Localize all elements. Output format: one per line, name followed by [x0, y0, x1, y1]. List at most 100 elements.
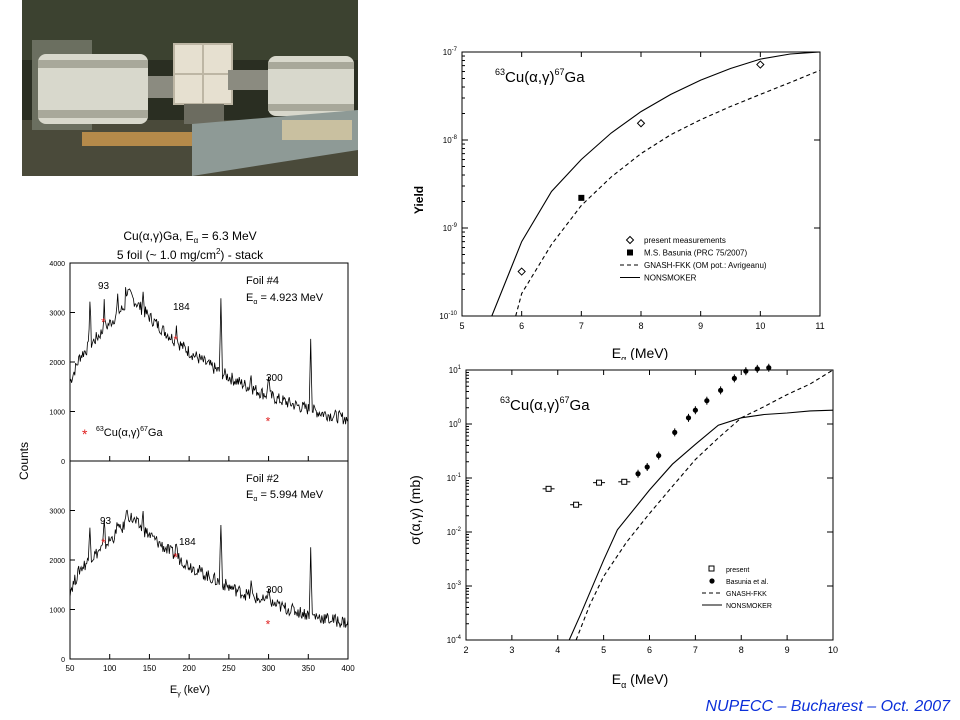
cross-section-series-basunia-et-al-point [718, 387, 724, 393]
spectra-ytick-label: 2000 [49, 558, 65, 565]
spectra-xtick-label: 400 [341, 664, 355, 673]
spectra-ytick-label: 3000 [49, 509, 65, 516]
cross-section-legend-label: present [726, 567, 749, 574]
spectra-ytick-label: 0 [61, 657, 65, 664]
peak-star-300: * [266, 415, 271, 429]
cross-section-series-basunia-et-al-point [635, 471, 641, 477]
cross-section-series-basunia-et-al-point [731, 375, 737, 381]
peak-star-93: * [101, 316, 106, 330]
cross-section-ytick-label: 10-1 [447, 473, 462, 483]
yield-legend-label: M.S. Basunia (PRC 75/2007) [644, 249, 747, 258]
yield-series-gnash-fkk-om-pot-avrigeanu [515, 69, 820, 316]
cross-section-xtick-label: 2 [463, 645, 468, 655]
peak-star-184: * [173, 551, 178, 565]
spectra-xtick-label: 250 [222, 664, 236, 673]
spectra-ytick-label: 0 [61, 459, 65, 466]
cross-section-series-present-point [596, 479, 603, 486]
yield-ytick-label: 10-10 [439, 311, 457, 321]
yield-series-present-measurements-point [636, 119, 646, 128]
peak-label-184-top: 184 [173, 302, 190, 313]
cross-section-ytick-label: 10-4 [447, 635, 462, 645]
yield-xtick-label: 6 [519, 321, 524, 331]
legend-star: * [82, 426, 88, 442]
footer-caption: NUPECC – Bucharest – Oct. 2007 [705, 698, 950, 715]
cross-section-chart-svg: 63Cu(α,γ)67Ga σ(α,γ) (mb) Eα (MeV) 2 3 4 5 6… [407, 363, 838, 690]
cross-section-series-basunia-et-al-point [692, 407, 698, 413]
yield-legend-label: GNASH-FKK (OM pot.: Avrigeanu) [644, 261, 767, 270]
cross-section-xtick-label: 4 [555, 645, 560, 655]
cross-section-xtick-label: 7 [693, 645, 698, 655]
foil4-energy: Eα = 4.923 MeV [246, 292, 324, 306]
spectra-title-line2: 5 foil (~ 1.0 mg/cm2) - stack [117, 247, 264, 262]
cross-section-ytick-label: 10-3 [447, 581, 462, 591]
xsec-ylabel: σ(α,γ) (mb) [407, 475, 423, 545]
yield-xtick-label: 8 [638, 321, 643, 331]
yield-xtick-label: 10 [755, 321, 765, 331]
spectra-axes: 50 100 150 200 250 300 350 40001000200030004000… [49, 261, 355, 673]
spectra-xtick-label: 350 [302, 664, 316, 673]
cross-section-legend-swatch [709, 578, 715, 584]
cross-section-xtick-label: 3 [509, 645, 514, 655]
cross-section-xtick-label: 8 [739, 645, 744, 655]
cross-section-series-basunia-et-al-point [766, 365, 772, 371]
peak-label-300-top: 300 [266, 373, 283, 384]
cross-section-series-nonsmoker [568, 409, 833, 640]
cross-section-ytick-label: 100 [449, 419, 462, 429]
yield-series-m-s-basunia-prc-75-2007-point [578, 194, 585, 201]
yield-series-present-measurements-point [756, 60, 765, 69]
yield-ylabel: Yield [412, 186, 426, 214]
gamma-spectra-svg: Cu(α,γ)Ga, Eα = 6.3 MeV 5 foil (~ 1.0 mg… [17, 229, 355, 698]
cross-section-plot: 2 3 4 5 6 7 8 9 10 10-4 10-3 10-2 10-1 100 101 present B… [447, 363, 838, 655]
yield-ytick-label: 10-7 [443, 47, 458, 57]
foil4-label: Foil #4 [246, 275, 279, 287]
cross-section-series-basunia-et-al-point [685, 415, 692, 421]
cross-section-series-basunia-et-al-point [656, 452, 662, 459]
cross-section-series-basunia-et-al-point [644, 464, 650, 470]
cross-section-xtick-label: 6 [647, 645, 652, 655]
yield-series-group [491, 52, 820, 316]
spectra-xtick-label: 300 [262, 664, 276, 673]
peak-label-93-top: 93 [98, 281, 110, 292]
yield-frame [461, 51, 821, 317]
yield-legend-swatch [627, 249, 633, 256]
yield-ytick-label: 10-9 [443, 223, 458, 233]
spectrum-panel-foil4: Foil #4 Eα = 4.923 MeV 93 184 300 * 63Cu… [82, 275, 324, 442]
cross-section-xtick-label: 10 [828, 645, 838, 655]
spectra-title-line1: Cu(α,γ)Ga, Eα = 6.3 MeV [123, 229, 256, 245]
spectra-ylabel: Counts [17, 442, 31, 480]
yield-chart: 63Cu(α,γ)67Ga Yield Eα (MeV) 5 6 7 8 9 10 11 10… [400, 40, 840, 364]
peak-label-184-bottom: 184 [179, 537, 196, 548]
spectra-ytick-label: 1000 [49, 410, 65, 417]
cross-section-legend: present Basunia et al. GNASH-FKK NONSMOKER [702, 565, 772, 610]
yield-series-nonsmoker [491, 52, 820, 316]
cross-section-series-basunia-et-al-point [672, 429, 678, 435]
cross-section-legend-label: GNASH-FKK [726, 591, 767, 598]
spectra-xlabel: Eγ (keV) [170, 684, 210, 698]
cross-section-ytick-label: 10-2 [447, 527, 462, 537]
yield-legend-label: NONSMOKER [644, 274, 697, 283]
cross-section-xtick-label: 9 [785, 645, 790, 655]
spectra-xtick-label: 100 [103, 664, 117, 673]
spectra-xtick-label: 150 [143, 664, 157, 673]
yield-legend: present measurements M.S. Basunia (PRC 75… [620, 235, 767, 283]
yield-xtick-label: 5 [459, 321, 464, 331]
peak-star-300: * [266, 617, 271, 631]
yield-legend-label: present measurements [644, 236, 726, 245]
spectra-ytick-label: 3000 [49, 311, 65, 318]
beamline-setup-photo-icon [22, 0, 358, 176]
yield-reaction-label: 63Cu(α,γ)67Ga [495, 67, 585, 86]
yield-xtick-label: 9 [698, 321, 703, 331]
cross-section-series-basunia-et-al-point [754, 366, 760, 372]
yield-xlabel: Eα (MeV) [612, 345, 669, 360]
spectrum-trace-foil2 [69, 509, 349, 628]
cross-section-legend-label: NONSMOKER [726, 603, 772, 610]
spectra-ytick-label: 2000 [49, 360, 65, 367]
foil2-energy: Eα = 5.994 MeV [246, 489, 324, 503]
yield-chart-svg: 63Cu(α,γ)67Ga Yield Eα (MeV) 5 6 7 8 9 10 11 10… [412, 47, 825, 364]
cross-section-series-present-point [621, 478, 628, 485]
peak-label-93-bottom: 93 [100, 516, 112, 527]
spectra-ytick-label: 4000 [49, 261, 65, 268]
cross-section-chart: 63Cu(α,γ)67Ga σ(α,γ) (mb) Eα (MeV) 2 3 4 5 6… [400, 360, 840, 690]
xsec-reaction-label: 63Cu(α,γ)67Ga [500, 395, 590, 414]
cross-section-legend-swatch [708, 565, 715, 572]
